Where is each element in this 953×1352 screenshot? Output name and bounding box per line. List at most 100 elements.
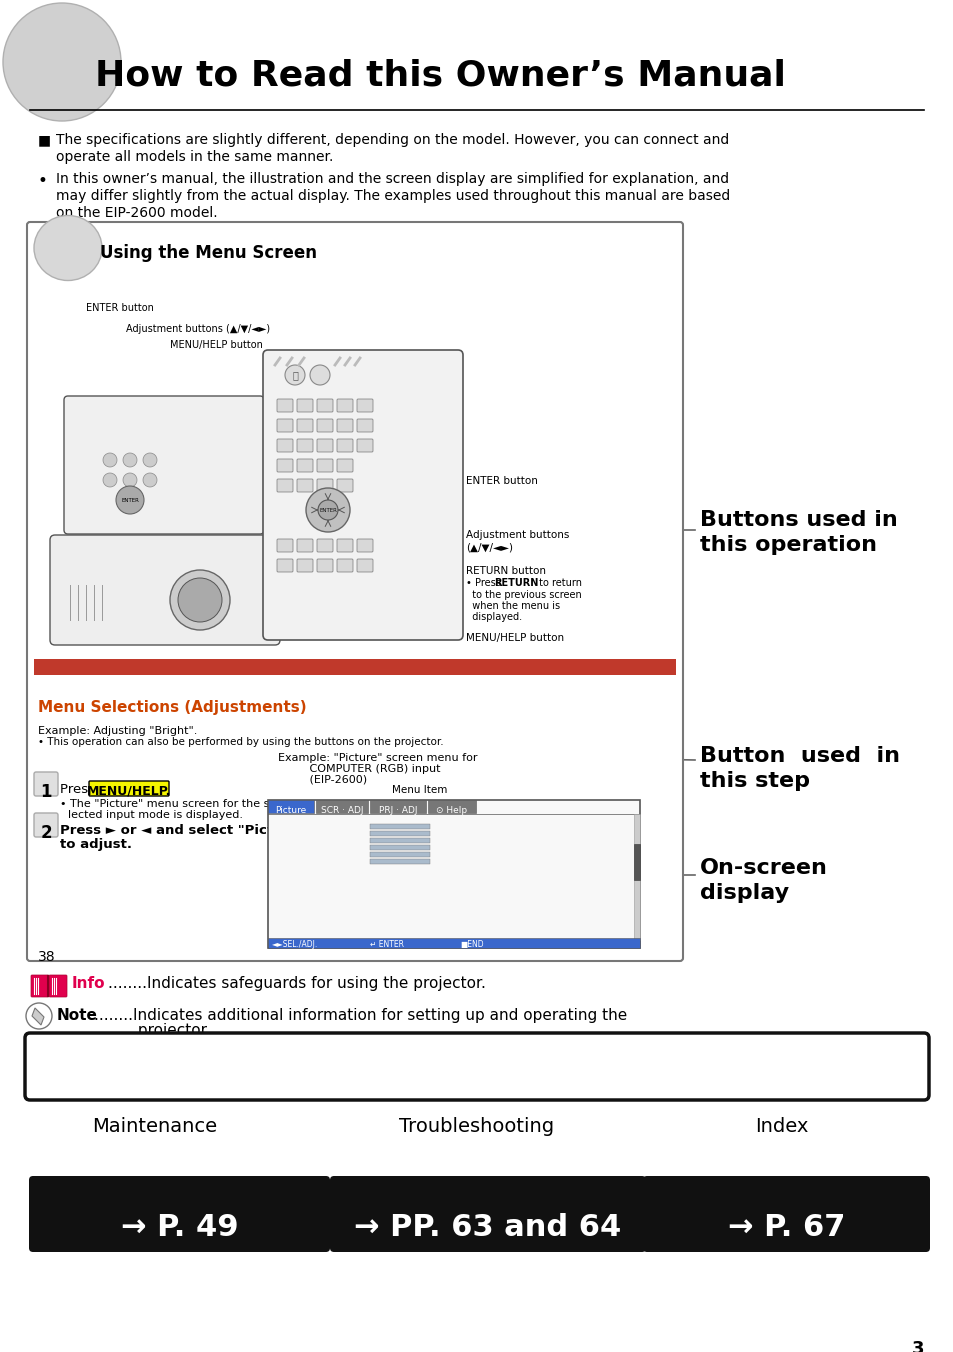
Text: ◄►◄Reset: ◄►◄Reset [272,892,314,900]
Text: C.M.S. Setting: C.M.S. Setting [272,864,331,873]
Text: Adjustment buttons (▲/▼/◄►): Adjustment buttons (▲/▼/◄►) [126,324,270,334]
FancyBboxPatch shape [356,419,373,433]
Text: Standard: Standard [444,815,483,823]
FancyBboxPatch shape [276,479,293,492]
Text: projector.: projector. [94,1023,211,1038]
Text: on the EIP-2600 model.: on the EIP-2600 model. [56,206,217,220]
Text: Buttons used in
this operation: Buttons used in this operation [700,510,897,554]
Text: may differ slightly from the actual display. The examples used throughout this m: may differ slightly from the actual disp… [56,189,729,203]
Text: Picture: Picture [275,806,306,815]
Text: • This operation can also be performed by using the buttons on the projector.: • This operation can also be performed b… [38,737,443,748]
Text: ENTER button: ENTER button [86,303,153,314]
Text: ↑: ↑ [430,886,436,894]
Text: (▲/▼/◄►): (▲/▼/◄►) [465,544,513,553]
FancyBboxPatch shape [25,1033,928,1101]
Text: 2: 2 [40,823,51,842]
Text: COMPUTER (RGB) input: COMPUTER (RGB) input [277,764,440,773]
Text: ⏻: ⏻ [292,370,297,380]
FancyBboxPatch shape [296,458,313,472]
Text: For Future Reference: For Future Reference [60,1075,423,1105]
FancyBboxPatch shape [276,539,293,552]
Text: The specifications are slightly different, depending on the model. However, you : The specifications are slightly differen… [56,132,728,147]
FancyBboxPatch shape [276,419,293,433]
Text: 1: 1 [40,783,51,800]
Text: SCR · ADJ: SCR · ADJ [320,806,363,815]
Text: Menu Selections (Adjustments): Menu Selections (Adjustments) [38,700,306,715]
Text: BrilliantColor™: BrilliantColor™ [272,857,335,867]
Text: MENU/HELP button: MENU/HELP button [465,633,563,644]
Text: ↑: ↑ [430,815,436,823]
Text: 38: 38 [38,950,55,964]
Text: RETURN: RETURN [494,579,537,588]
Bar [370,823,430,829]
Bar [370,831,430,836]
Text: [ 1: [ 1 [348,857,359,867]
Text: → P. 49: → P. 49 [121,1213,238,1242]
Text: → P. 67: → P. 67 [727,1213,844,1242]
Text: to return: to return [536,579,581,588]
Text: CLR Temp: CLR Temp [272,850,313,859]
Text: [ 0: [ 0 [348,850,359,859]
Circle shape [178,579,222,622]
Text: On-screen
display: On-screen display [700,859,827,903]
Bar [370,859,430,864]
Text: How to Read this Owner’s Manual: How to Read this Owner’s Manual [95,58,785,92]
Circle shape [170,571,230,630]
FancyBboxPatch shape [336,539,353,552]
FancyBboxPatch shape [330,1176,645,1252]
Text: • The "Picture" menu screen for the se-: • The "Picture" menu screen for the se- [60,799,280,808]
Text: ↵ ENTER: ↵ ENTER [370,940,403,949]
FancyBboxPatch shape [336,419,353,433]
FancyBboxPatch shape [316,539,333,552]
FancyBboxPatch shape [30,975,49,996]
Circle shape [285,365,305,385]
Text: RETURN button: RETURN button [465,566,545,576]
Text: •: • [38,172,48,191]
Circle shape [143,473,157,487]
FancyBboxPatch shape [336,479,353,492]
Text: [ 0: [ 0 [348,836,359,845]
FancyBboxPatch shape [356,539,373,552]
FancyBboxPatch shape [296,479,313,492]
FancyBboxPatch shape [34,772,58,796]
Bar [268,938,639,948]
Bar [268,800,314,813]
Text: ↑: ↑ [430,864,436,873]
Bar [315,800,368,813]
FancyBboxPatch shape [276,399,293,412]
FancyBboxPatch shape [316,458,333,472]
Bar [634,814,639,940]
Text: to adjust.: to adjust. [60,838,132,850]
Text: operate all models in the same manner.: operate all models in the same manner. [56,150,333,164]
Text: ■: ■ [38,132,51,147]
Text: Index: Index [755,1117,808,1136]
Text: ■END: ■END [459,940,483,949]
Ellipse shape [34,215,102,280]
FancyBboxPatch shape [296,539,313,552]
Text: (EIP-2600): (EIP-2600) [277,775,367,786]
Circle shape [116,485,144,514]
FancyBboxPatch shape [316,558,333,572]
Text: MENU/HELP button: MENU/HELP button [170,339,263,350]
Circle shape [317,500,337,521]
Text: On: On [444,857,456,867]
Text: Bright: Bright [444,886,470,894]
Text: ENTER button: ENTER button [465,476,537,485]
FancyBboxPatch shape [50,535,280,645]
FancyBboxPatch shape [336,439,353,452]
Text: Maintenance: Maintenance [92,1117,217,1136]
Text: Contrast: Contrast [272,822,308,831]
Text: Press: Press [60,783,99,796]
FancyBboxPatch shape [296,399,313,412]
Text: when the menu is: when the menu is [465,602,559,611]
Text: to the previous screen: to the previous screen [465,589,581,600]
FancyBboxPatch shape [336,399,353,412]
Bar [370,852,430,857]
FancyBboxPatch shape [276,439,293,452]
Text: [ 0: [ 0 [348,822,359,831]
Bar [634,844,639,880]
Ellipse shape [3,3,121,120]
Bar [268,800,639,948]
Text: → PP. 63 and 64: → PP. 63 and 64 [354,1213,621,1242]
Text: Picture Mode: Picture Mode [272,815,327,823]
